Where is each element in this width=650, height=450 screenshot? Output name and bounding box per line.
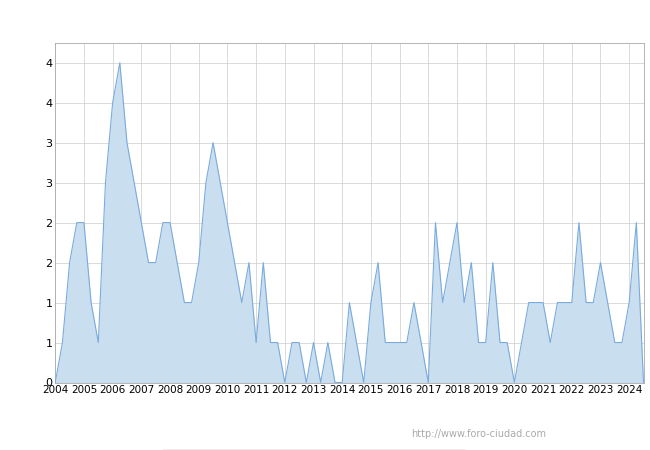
Text: Noceda del Bierzo - Evolucion del Nº de Transacciones Inmobiliarias: Noceda del Bierzo - Evolucion del Nº de … (77, 11, 573, 26)
Text: http://www.foro-ciudad.com: http://www.foro-ciudad.com (411, 429, 546, 439)
